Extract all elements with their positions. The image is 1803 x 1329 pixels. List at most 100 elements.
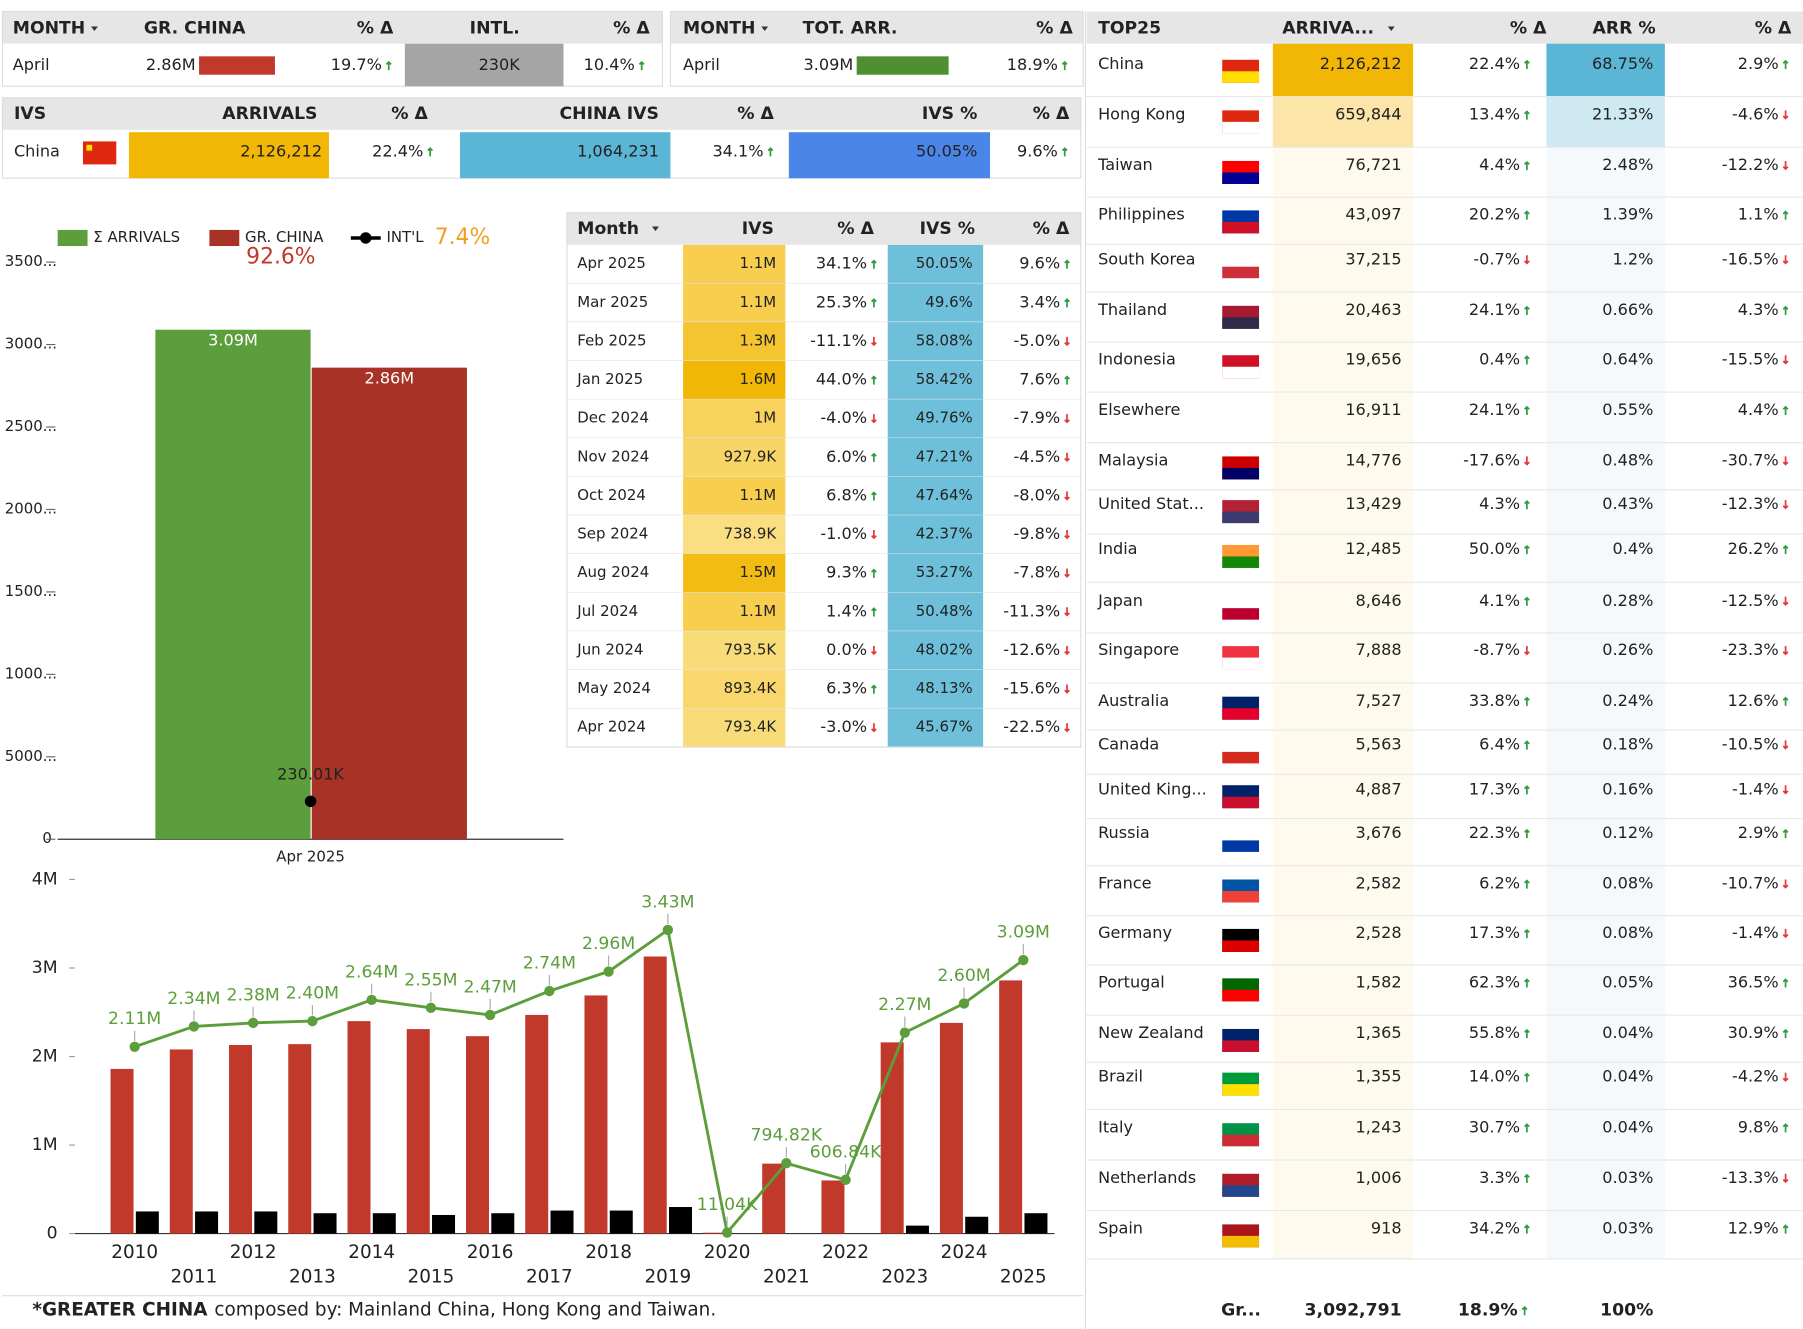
cell-bg	[683, 631, 786, 670]
cell-text: Jun 2024	[576, 640, 643, 658]
cell-text: IVS	[14, 104, 46, 124]
cell-text: 9.3%	[826, 563, 867, 582]
y-tick-label: 5000...	[5, 747, 57, 765]
up-arrow	[1061, 60, 1068, 71]
cell-text: Portugal	[1098, 972, 1165, 991]
cell-bg	[683, 515, 786, 554]
cell-text: 58.42%	[916, 370, 973, 388]
up-arrow	[1524, 1173, 1530, 1183]
up-arrow	[1782, 1224, 1789, 1234]
flag-stripe	[1222, 266, 1260, 279]
cell-text: Canada	[1098, 734, 1159, 753]
cell-text: 45.67%	[916, 718, 973, 736]
down-arrow	[1782, 879, 1789, 889]
cell-text: 53.27%	[916, 563, 973, 581]
cell-bg	[887, 360, 984, 400]
cell-text: -8.7%	[1473, 640, 1520, 659]
cell-text: 2.48%	[1602, 155, 1653, 174]
x-tick-label: 2010	[111, 1242, 158, 1263]
up-arrow	[1524, 59, 1530, 69]
flag-stripe	[1222, 1134, 1260, 1147]
cell-text: Russia	[1098, 823, 1150, 842]
cell-bg	[788, 132, 991, 179]
cell-text: % Δ	[391, 104, 428, 124]
cell-bg	[683, 476, 786, 516]
x-tick-label: 2019	[644, 1266, 691, 1287]
cell-text: 33.8%	[1469, 691, 1520, 710]
cell-text: % Δ	[1510, 19, 1547, 39]
up-arrow	[1524, 978, 1530, 988]
cell-text: 738.9K	[724, 525, 778, 543]
up-arrow	[1524, 740, 1530, 750]
bar	[313, 1213, 337, 1234]
cell-text: 3.3%	[1479, 1168, 1520, 1187]
cell-text: -4.0%	[820, 408, 867, 427]
x-tick-label: 2024	[941, 1242, 988, 1263]
down-arrow	[1782, 160, 1789, 171]
x-tick-label: 2021	[763, 1266, 810, 1287]
line-point	[721, 1227, 733, 1238]
cell-text: 0.03%	[1602, 1218, 1653, 1237]
up-arrow	[870, 298, 877, 308]
cell-text: GR. CHINA	[144, 19, 246, 39]
cell-text: 927.9K	[724, 447, 778, 465]
line-point	[188, 1021, 200, 1032]
cell-text: April	[13, 55, 50, 74]
flag-stripe	[1222, 890, 1260, 903]
bar	[669, 1207, 692, 1234]
up-arrow	[1782, 696, 1789, 706]
cell-bg	[1546, 43, 1665, 97]
flag-stripe	[1222, 1040, 1260, 1052]
x-tick-label: 2022	[822, 1242, 869, 1263]
cell-bg	[683, 553, 786, 593]
up-arrow	[1524, 1028, 1530, 1039]
flag-stripe	[1222, 366, 1260, 379]
line-point	[247, 1017, 259, 1029]
bar	[584, 995, 608, 1234]
y-tick-label: 0	[47, 1224, 58, 1244]
up-arrow	[1524, 405, 1530, 416]
cell-text: South Korea	[1098, 249, 1195, 268]
cell-text: -4.2%	[1732, 1067, 1779, 1086]
cell-text: 36.5%	[1728, 972, 1779, 991]
cell-text: -11.1%	[810, 331, 867, 350]
cell-text: 47.64%	[916, 486, 973, 504]
down-arrow	[1064, 336, 1070, 347]
up-arrow	[1524, 305, 1530, 316]
cell-text: United Stat...	[1098, 494, 1204, 513]
cell-text: -12.5%	[1722, 591, 1779, 610]
cell-text: Jan 2025	[576, 370, 643, 388]
row-bg	[566, 438, 1081, 477]
cell-text: % Δ	[1033, 219, 1070, 239]
flag-stripe	[1222, 608, 1260, 620]
up-arrow	[1524, 696, 1530, 706]
cell-text: 0.03%	[1602, 1168, 1653, 1187]
cell-text: 34.2%	[1469, 1218, 1520, 1237]
cell-text: 76,721	[1345, 155, 1401, 174]
panel-border	[669, 10, 1084, 87]
cell-text: 0.08%	[1602, 874, 1653, 893]
down-arrow	[1064, 645, 1070, 656]
line-point	[366, 994, 377, 1006]
row-bg	[566, 360, 1081, 400]
cell-text: Indonesia	[1098, 349, 1176, 368]
down-arrow	[1782, 500, 1789, 510]
cell-text: 4.4%	[1738, 400, 1779, 419]
x-tick-label: Apr 2025	[276, 848, 345, 866]
cell-text: 48.13%	[916, 679, 973, 697]
y-tick-label: 0	[42, 829, 52, 847]
cell-text: -3.0%	[820, 717, 867, 736]
x-tick-label: 2017	[526, 1266, 573, 1287]
x-tick-label: 2023	[881, 1266, 928, 1287]
down-arrow	[1064, 529, 1070, 540]
cell-text: 793.4K	[724, 718, 778, 736]
cell-text: 6.8%	[826, 485, 867, 504]
y-tick-label: 1500...	[5, 582, 57, 600]
cell-text: 3.4%	[1019, 292, 1060, 311]
up-arrow	[1524, 110, 1530, 120]
cell-text: ARR %	[1593, 19, 1656, 39]
y-tick-label: 4M	[32, 869, 58, 889]
cell-text: 19,656	[1345, 349, 1401, 368]
line-point	[129, 1041, 140, 1052]
up-arrow	[1524, 544, 1530, 555]
